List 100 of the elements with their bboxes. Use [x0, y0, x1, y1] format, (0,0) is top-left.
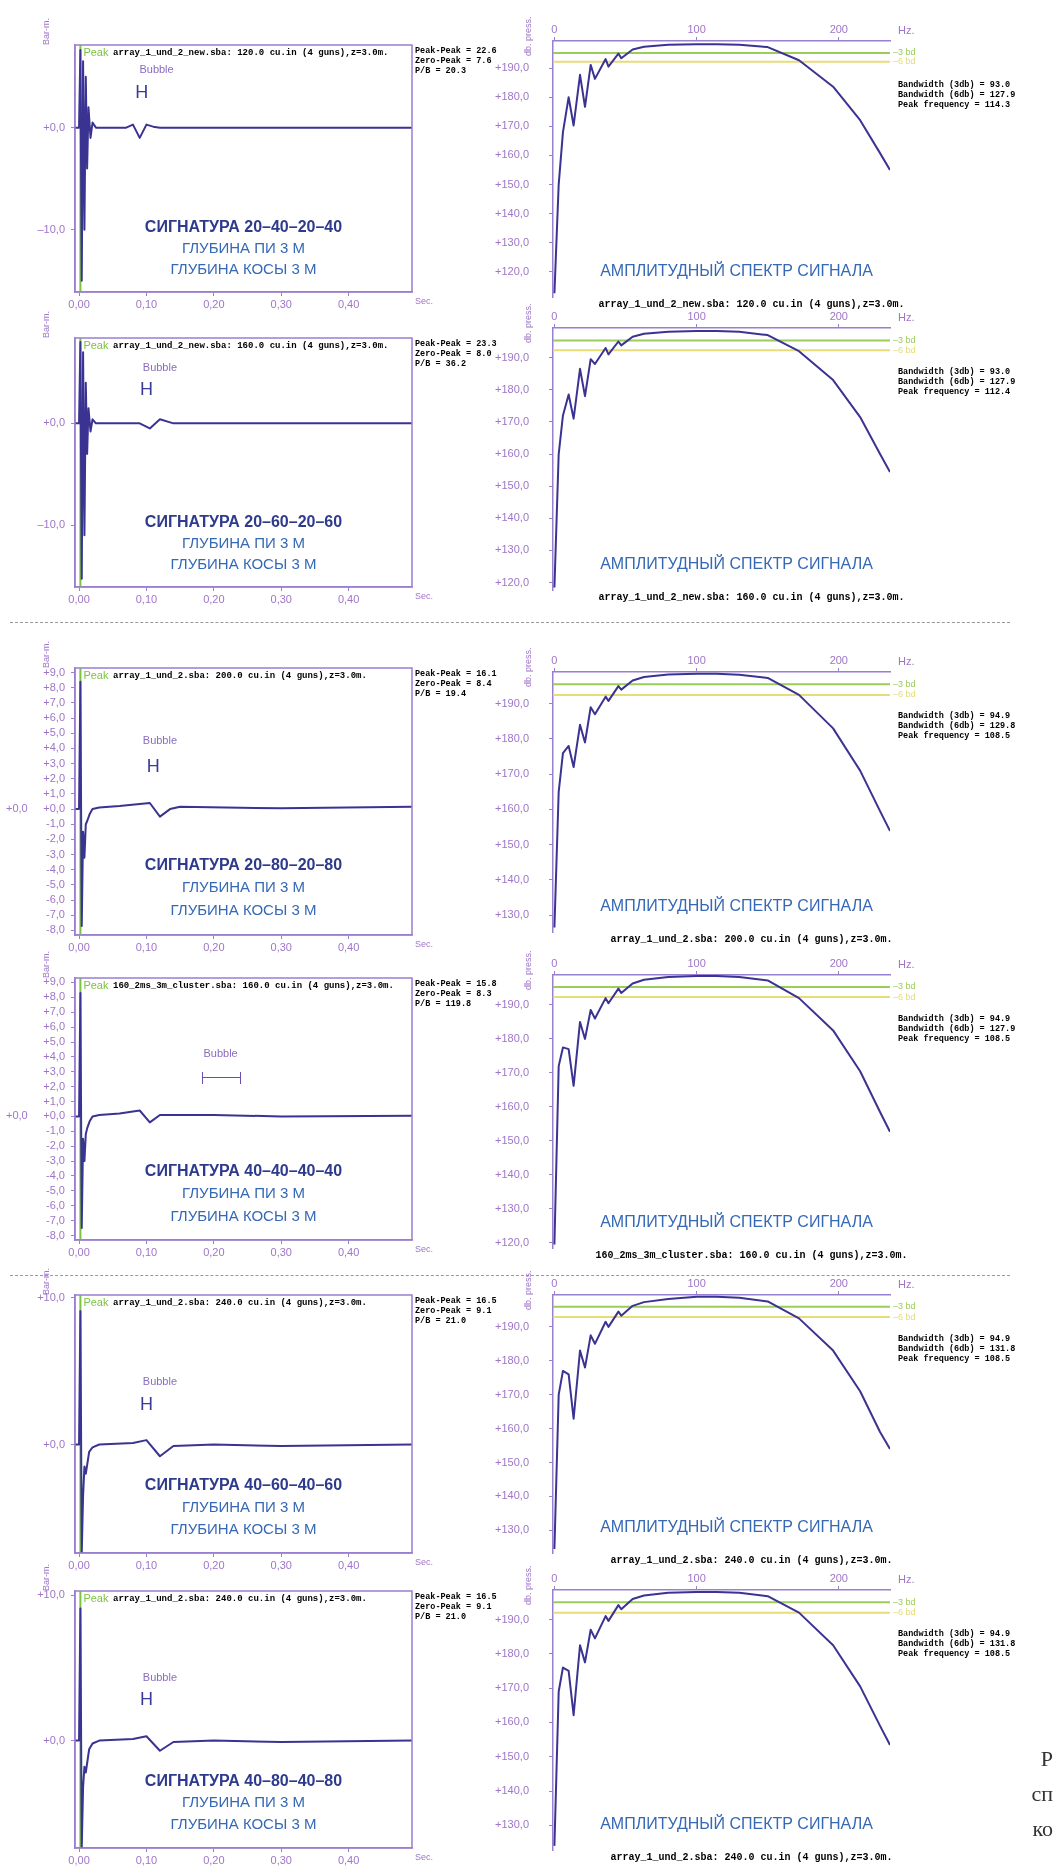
text: Peak-Peak = 16.5	[415, 1296, 497, 1307]
annotation: Bubble	[142, 733, 178, 746]
text: Bandwidth (3db) = 94.9	[898, 711, 1011, 722]
y-tick-label: +5,0	[43, 726, 65, 739]
x-tick-label: 100	[687, 1572, 706, 1585]
chart-title: array_1_und_2.sba: 240.0 cu.in (4 guns),z=3.0m.	[113, 1594, 367, 1605]
x-axis-title: Sec.	[415, 939, 434, 950]
x-tick-label: 200	[829, 1277, 848, 1290]
x-tick-label: 0,30	[270, 940, 292, 953]
y-tick-label: +170,0	[495, 414, 529, 427]
annotation: ГЛУБИНА ПИ 3 М	[181, 1184, 306, 1202]
text: Bandwidth (3db) = 93.0	[898, 80, 1011, 91]
text: Bandwidth (6db) = 129.8	[898, 721, 1016, 732]
x-axis-title: Hz.	[898, 1573, 915, 1586]
ref-line-label: –6 bd	[893, 56, 916, 67]
text: Zero-Peak = 8.4	[415, 679, 492, 690]
y-axis-title: db. press.	[523, 1565, 534, 1605]
y-tick-label: +160,0	[495, 1099, 529, 1112]
text: Peak-Peak = 16.1	[415, 669, 497, 680]
y-tick-label: +6,0	[43, 711, 65, 724]
text: Peak-Peak = 22.6	[415, 46, 497, 57]
annotation: ГЛУБИНА ПИ 3 М	[181, 1497, 306, 1515]
x-tick-label: 0,20	[203, 940, 225, 953]
y-tick-label: –10,0	[37, 222, 65, 235]
y-tick-label: +180,0	[495, 1353, 529, 1366]
y-tick-label: -2,0	[46, 832, 65, 845]
x-tick-label: 0,20	[203, 1853, 225, 1866]
annotation: СИГНАТУРА 20–60–20–60	[144, 512, 343, 530]
text: P/B = 36.2	[415, 359, 467, 370]
x-axis-title: Hz.	[898, 655, 915, 668]
x-tick-label: 0,30	[270, 1558, 292, 1571]
annotation: H	[139, 1393, 153, 1414]
y-tick-label: +7,0	[43, 695, 65, 708]
y-tick-label: -7,0	[46, 1213, 65, 1226]
ref-line-label: Peak	[83, 339, 109, 352]
text: сп	[1031, 1780, 1054, 1806]
y-tick-label: -1,0	[46, 1124, 65, 1137]
text: Bandwidth (6db) = 127.9	[898, 90, 1016, 101]
text: array_1_und_2_new.sba: 120.0 cu.in (4 guns),z=3.0m.	[598, 298, 905, 310]
y-tick-label: +140,0	[495, 872, 529, 885]
y-tick-label: +0,0	[43, 1437, 65, 1450]
y-tick-label: +4,0	[43, 1049, 65, 1062]
ref-line-label: –6 bd	[893, 991, 916, 1002]
y-tick-label: +140,0	[495, 206, 529, 219]
y-tick-label: -6,0	[46, 1198, 65, 1211]
y-tick-label: -8,0	[46, 923, 65, 936]
y-tick-label: -8,0	[46, 1228, 65, 1241]
text: array_1_und_2.sba: 200.0 cu.in (4 guns),z=3.0m.	[610, 933, 893, 945]
annotation: ГЛУБИНА КОСЫ 3 М	[170, 1519, 317, 1537]
text: Zero-Peak = 8.0	[415, 349, 492, 360]
text: P/B = 119.8	[415, 999, 472, 1010]
text: P/B = 20.3	[415, 66, 467, 77]
y-tick-label: +180,0	[495, 1031, 529, 1044]
annotation: СИГНАТУРА 40–40–40–40	[144, 1162, 343, 1180]
annotation: АМПЛИТУДНЫЙ СПЕКТР СИГНАЛА	[600, 554, 874, 573]
y-tick-label: +120,0	[495, 575, 529, 588]
x-tick-label: 0,10	[135, 940, 158, 953]
text: Peak frequency = 108.5	[898, 1354, 1011, 1365]
y-tick-label: +170,0	[495, 119, 529, 132]
x-axis-title: Sec.	[415, 1557, 434, 1568]
y-tick-label: +190,0	[495, 696, 529, 709]
x-tick-label: 100	[687, 654, 706, 667]
annotation: СИГНАТУРА 40–60–40–60	[144, 1476, 343, 1494]
text: Bandwidth (6db) = 131.8	[898, 1344, 1016, 1355]
y-tick-label: +0,0	[43, 416, 65, 429]
y-axis-title: db. press.	[523, 950, 534, 990]
annotation: Bubble	[203, 1046, 238, 1059]
y-axis-title: db. press.	[523, 16, 534, 56]
x-axis-title: Hz.	[898, 311, 915, 324]
x-axis-title: Sec.	[415, 591, 434, 602]
y-tick-label: +5,0	[43, 1035, 65, 1048]
y-tick-label: +170,0	[495, 1387, 529, 1400]
ref-line-label: Peak	[83, 669, 109, 682]
y-tick-label: +180,0	[495, 731, 529, 744]
x-tick-label: 0,40	[337, 940, 360, 953]
x-tick-label: 0,20	[203, 297, 225, 310]
y-tick-label: +0,0	[43, 1109, 65, 1122]
annotation: АМПЛИТУДНЫЙ СПЕКТР СИГНАЛА	[600, 1814, 874, 1833]
y-tick-label: +170,0	[495, 1681, 529, 1694]
x-tick-label: 0,10	[135, 592, 158, 605]
y-axis-title: Bar-m.	[41, 18, 52, 45]
x-tick-label: 200	[829, 957, 848, 970]
ref-line-label: –3 bd	[893, 678, 916, 689]
annotation: ГЛУБИНА КОСЫ 3 М	[170, 259, 317, 277]
y-tick-label: +1,0	[43, 1094, 65, 1107]
y-tick-label: -4,0	[46, 862, 65, 875]
y-tick-label: +150,0	[495, 1749, 529, 1762]
y-tick-label: -2,0	[46, 1139, 65, 1152]
text: +0,0	[6, 1109, 28, 1122]
text: Bandwidth (3db) = 94.9	[898, 1629, 1011, 1640]
text: P/B = 21.0	[415, 1316, 467, 1327]
x-tick-label: 0,10	[135, 297, 158, 310]
y-axis-title: Bar-m.	[41, 951, 52, 978]
x-axis-title: Hz.	[898, 1278, 915, 1291]
x-axis-title: Hz.	[898, 24, 915, 37]
annotation: Bubble	[142, 360, 178, 373]
y-tick-label: +8,0	[43, 990, 65, 1003]
text: Bandwidth (3db) = 93.0	[898, 367, 1011, 378]
chart-title: array_1_und_2_new.sba: 120.0 cu.in (4 guns),z=3.0m.	[113, 48, 389, 59]
y-tick-label: +190,0	[495, 350, 529, 363]
